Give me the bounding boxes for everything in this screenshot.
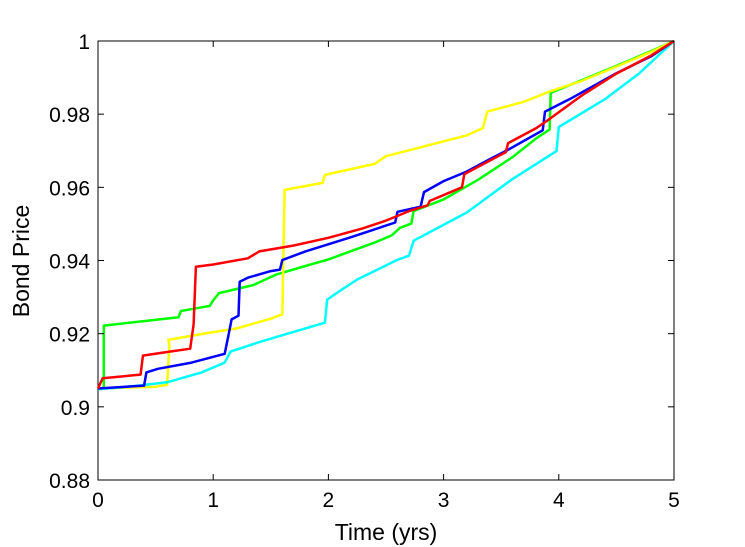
x-tick-label: 1 bbox=[207, 489, 219, 512]
x-tick-label: 4 bbox=[553, 489, 565, 512]
series-line-1 bbox=[98, 39, 675, 390]
tick-layer: 0 1 2 3 4 5 0.88 0.9 0.92 0.94 0.96 0.98 1 bbox=[49, 31, 680, 512]
series-line-4 bbox=[97, 39, 675, 390]
plot-area bbox=[97, 40, 675, 481]
y-tick-label: 0.88 bbox=[49, 470, 90, 493]
y-tick-label: 0.98 bbox=[49, 104, 90, 127]
y-tick-label: 0.94 bbox=[49, 251, 90, 274]
series-line-5 bbox=[96, 39, 675, 390]
x-tick-label: 0 bbox=[92, 489, 104, 512]
y-axis-label: Bond Price bbox=[8, 205, 34, 318]
y-tick-label: 0.9 bbox=[61, 397, 90, 420]
x-axis-label: Time (yrs) bbox=[335, 519, 438, 545]
series-line-3 bbox=[97, 40, 675, 391]
x-tick-label: 5 bbox=[668, 489, 680, 512]
y-tick-label: 1 bbox=[78, 31, 90, 54]
x-tick-label: 2 bbox=[323, 489, 335, 512]
y-tick-label: 0.96 bbox=[49, 177, 90, 200]
x-tick-label: 3 bbox=[438, 489, 450, 512]
series-line-2 bbox=[97, 39, 675, 390]
series-layer bbox=[96, 39, 675, 391]
y-tick-label: 0.92 bbox=[49, 324, 90, 347]
